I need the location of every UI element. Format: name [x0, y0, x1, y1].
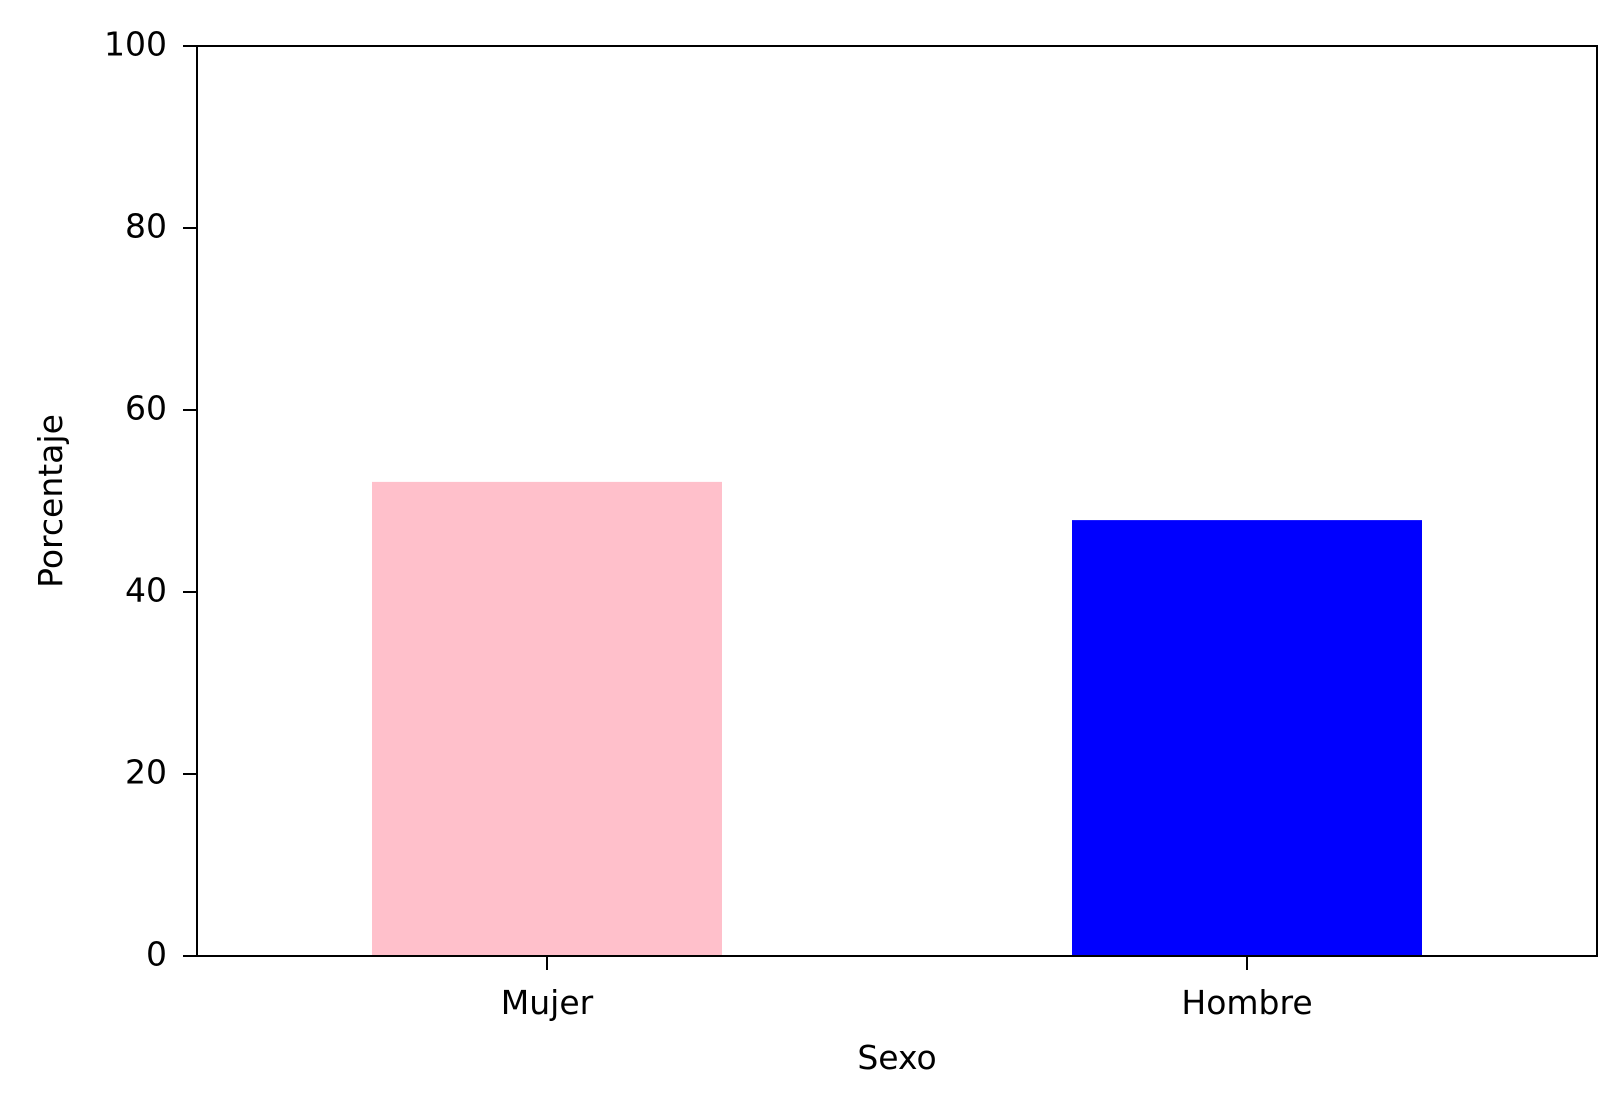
y-tick-label: 0: [146, 935, 167, 974]
y-axis-label: Porcentaje: [31, 414, 70, 588]
plot-frame: [196, 45, 1598, 957]
bar-hombre: [1072, 520, 1422, 956]
y-axis: 0 20 40 60 80 100: [104, 25, 197, 974]
y-tick-label: 100: [104, 25, 167, 64]
bar-mujer: [372, 481, 722, 956]
bars-layer: [372, 481, 1422, 956]
x-axis-label: Sexo: [857, 1038, 936, 1077]
y-tick-label: 80: [125, 207, 167, 246]
y-tick-label: 40: [125, 571, 167, 610]
x-tick-label: Mujer: [501, 983, 594, 1022]
y-tick-label: 60: [125, 389, 167, 428]
y-tick-label: 20: [125, 753, 167, 792]
x-axis: Mujer Hombre: [501, 956, 1313, 1022]
x-tick-label: Hombre: [1181, 983, 1312, 1022]
